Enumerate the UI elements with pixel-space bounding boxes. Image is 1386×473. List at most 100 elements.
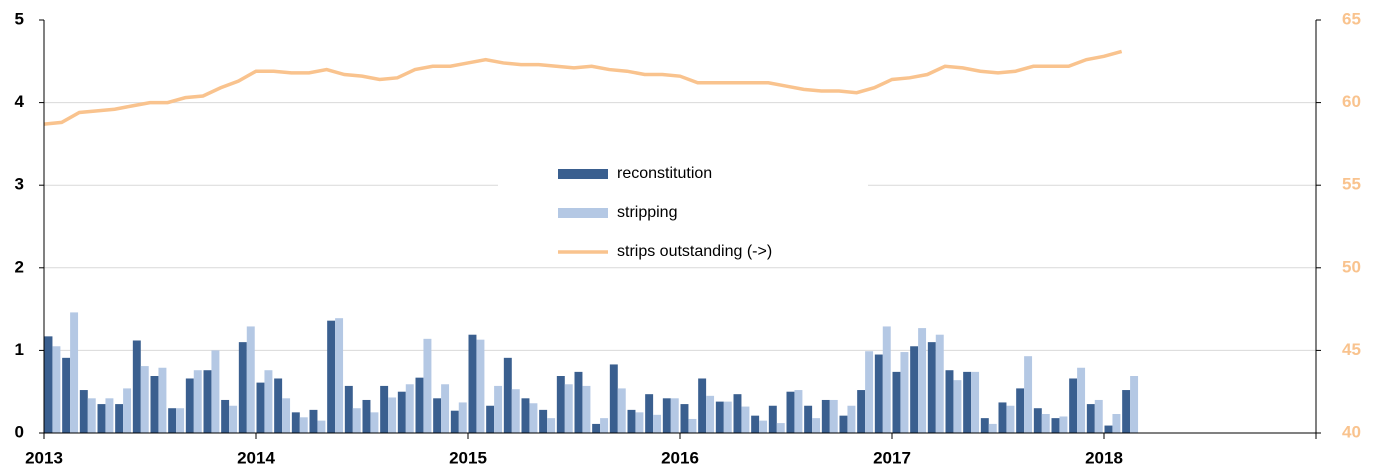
y2-tick-label: 40 <box>1342 422 1361 441</box>
bar <box>653 414 662 433</box>
bar <box>1094 399 1103 433</box>
bar <box>256 382 265 433</box>
bar <box>168 408 177 433</box>
bar <box>1059 416 1068 433</box>
bar <box>405 384 414 433</box>
bar <box>582 385 591 433</box>
bar <box>87 398 96 433</box>
bar <box>662 398 671 433</box>
bar <box>299 417 308 433</box>
bar <box>971 371 980 433</box>
bar <box>715 401 724 433</box>
bar <box>804 405 813 433</box>
bar <box>980 418 989 433</box>
bar <box>776 423 785 433</box>
y2-tick-label: 55 <box>1342 175 1361 194</box>
bar <box>1077 367 1086 433</box>
bar <box>44 336 53 433</box>
bar <box>105 398 114 433</box>
bar <box>458 402 467 433</box>
legend-label: strips outstanding (->) <box>617 243 772 260</box>
x-tick-label: 2018 <box>1085 448 1123 467</box>
bar <box>839 415 848 433</box>
bar <box>97 404 106 433</box>
bar <box>706 395 715 433</box>
bar <box>935 334 944 433</box>
bar <box>140 366 149 433</box>
bar <box>158 367 167 433</box>
bar <box>246 326 255 433</box>
bar <box>865 351 874 433</box>
bar <box>362 399 371 433</box>
bar <box>132 340 141 433</box>
bar <box>547 418 556 433</box>
bar <box>688 418 697 433</box>
bar <box>221 399 230 433</box>
y-tick-label: 2 <box>15 257 24 276</box>
bar <box>52 346 61 433</box>
bar <box>874 354 883 433</box>
bar <box>229 405 238 433</box>
bar <box>953 380 962 433</box>
bar <box>317 420 326 433</box>
bar <box>185 378 194 433</box>
bar <box>1122 390 1131 433</box>
bar <box>539 409 548 433</box>
bar <box>1112 414 1121 433</box>
bar <box>486 405 495 433</box>
bar <box>945 370 954 433</box>
bar <box>327 320 336 433</box>
bar <box>476 339 485 433</box>
bar <box>423 338 432 433</box>
bar <box>564 384 573 433</box>
bar <box>627 409 636 433</box>
x-tick-label: 2013 <box>25 448 63 467</box>
x-tick-label: 2015 <box>449 448 487 467</box>
bar <box>1051 418 1060 433</box>
bar <box>574 371 583 433</box>
bar <box>1069 378 1078 433</box>
bar <box>380 385 389 433</box>
legend-swatch <box>558 169 608 179</box>
bar <box>1086 404 1095 433</box>
bar <box>617 388 626 433</box>
bar <box>441 384 450 433</box>
bar <box>211 350 220 433</box>
bar <box>1006 405 1015 433</box>
bar <box>768 405 777 433</box>
x-tick-label: 2017 <box>873 448 911 467</box>
bar <box>759 420 768 433</box>
bar <box>892 371 901 433</box>
legend-label: stripping <box>617 204 677 221</box>
bar <box>397 391 406 433</box>
bar <box>150 376 159 433</box>
bar <box>503 357 512 433</box>
y2-tick-label: 50 <box>1342 257 1361 276</box>
bar <box>910 346 919 433</box>
bar <box>494 385 503 433</box>
bar <box>282 398 291 433</box>
bar <box>857 390 866 433</box>
bar <box>829 399 838 433</box>
y2-tick-label: 45 <box>1342 340 1361 359</box>
bar <box>1130 376 1139 433</box>
y-tick-label: 4 <box>15 92 25 111</box>
bar <box>370 412 379 433</box>
bar <box>62 357 71 433</box>
bar <box>927 342 936 433</box>
bar <box>723 401 732 433</box>
y-tick-label: 3 <box>15 175 24 194</box>
bar <box>988 423 997 433</box>
bar <box>918 328 927 433</box>
bar <box>450 410 459 433</box>
bar <box>847 405 856 433</box>
bar <box>238 342 247 433</box>
bar <box>511 389 520 433</box>
bar <box>274 378 283 433</box>
bar <box>1033 408 1042 433</box>
bar <box>529 403 538 433</box>
bar <box>600 418 609 433</box>
bar <box>352 408 361 433</box>
